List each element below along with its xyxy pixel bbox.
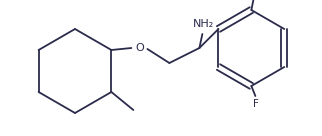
Text: NH₂: NH₂ <box>193 19 214 29</box>
Text: F: F <box>253 99 259 109</box>
Text: O: O <box>135 43 144 53</box>
